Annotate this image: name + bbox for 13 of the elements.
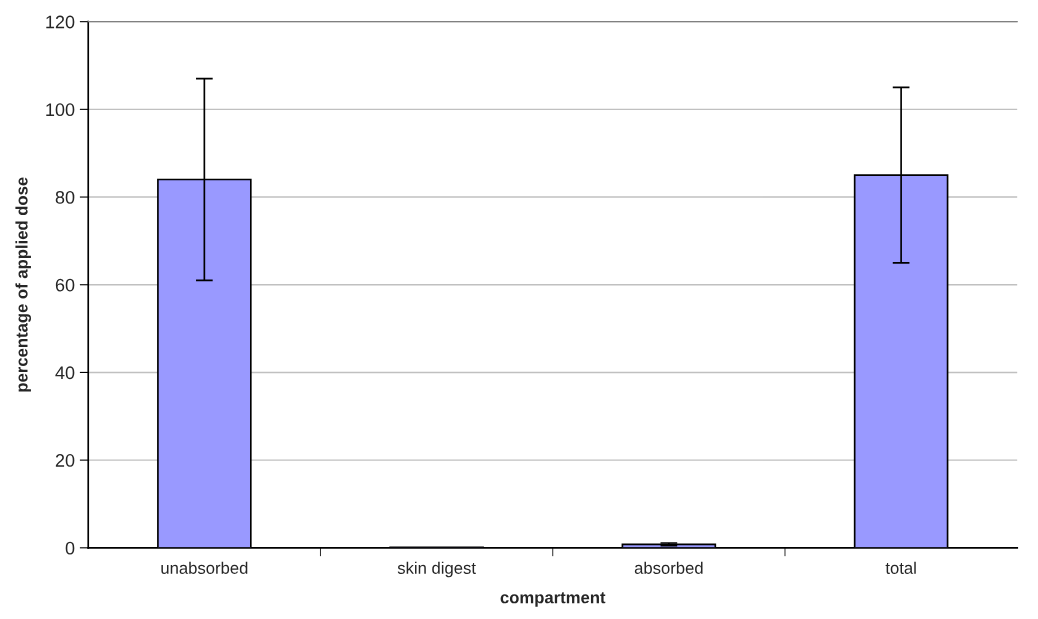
y-tick-label: 120 bbox=[46, 15, 75, 29]
x-tick-label: absorbed bbox=[634, 561, 703, 574]
y-tick-label: 0 bbox=[65, 541, 75, 555]
y-tick-label: 60 bbox=[55, 278, 75, 292]
y-tick-label: 40 bbox=[55, 366, 75, 380]
x-tick-label: unabsorbed bbox=[161, 561, 248, 574]
x-tick-label: skin digest bbox=[397, 561, 476, 578]
y-tick-label: 80 bbox=[55, 190, 75, 204]
y-tick-label: 20 bbox=[55, 454, 75, 467]
y-axis-title: percentage of applied dose bbox=[15, 177, 32, 392]
x-tick-label: total bbox=[885, 561, 916, 574]
y-tick-label: 100 bbox=[46, 103, 75, 117]
x-axis-title: compartment bbox=[500, 592, 606, 607]
